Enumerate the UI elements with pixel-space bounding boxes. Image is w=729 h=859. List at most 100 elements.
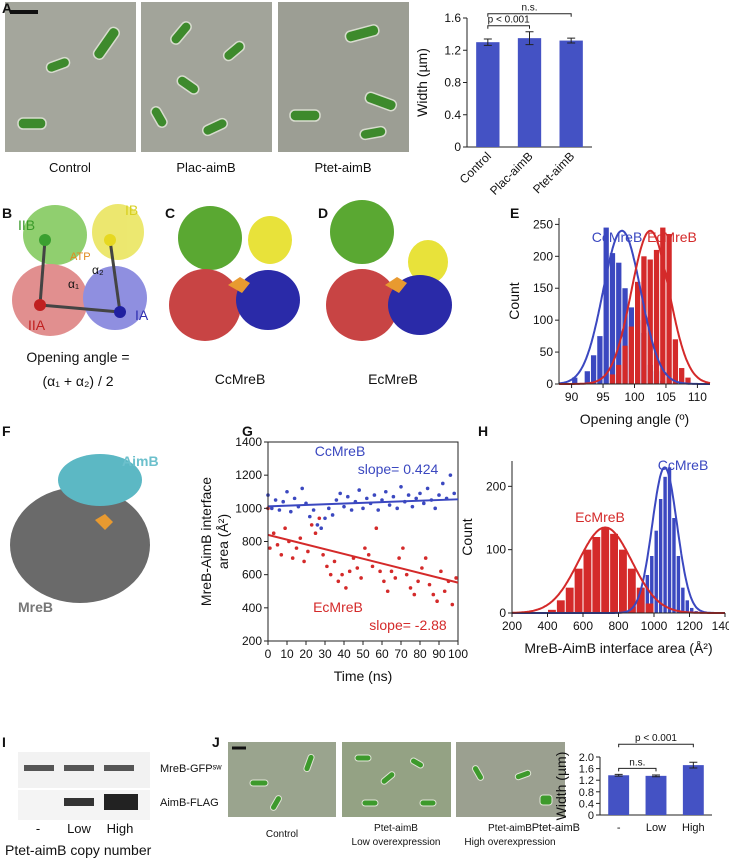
histogram-bar: [663, 476, 667, 613]
panel-label: I: [2, 734, 6, 750]
y-axis-label: area (Å²): [215, 514, 231, 569]
histogram-bar: [685, 377, 691, 384]
point: [442, 589, 447, 594]
histogram-bar: [650, 556, 654, 613]
point: [281, 499, 286, 504]
trend-line: [267, 498, 459, 508]
caption: Control: [266, 829, 298, 840]
point: [355, 566, 360, 570]
x-tick-label: 60: [375, 647, 389, 661]
histogram-bar: [645, 575, 650, 613]
fit-curve: [512, 526, 725, 614]
point: [308, 514, 312, 519]
x-tick-label: 80: [413, 647, 427, 661]
y-tick-label: 0: [588, 810, 594, 822]
point: [338, 491, 343, 496]
point: [448, 473, 453, 477]
formula: (α₁ + α₂) / 2: [42, 373, 113, 389]
histogram-bar: [609, 253, 616, 384]
histogram-bar: [690, 607, 694, 613]
histogram-bar: [654, 530, 658, 613]
series-label: CcMreB: [592, 229, 643, 245]
y-tick-label: 200: [242, 634, 262, 648]
x-tick-label: Plac-aimB: [487, 149, 536, 198]
histogram-bar: [658, 499, 663, 613]
x-axis-label: Opening angle (º): [580, 411, 689, 427]
point: [321, 552, 325, 557]
significance-label: n.s.: [521, 3, 537, 14]
y-tick-label: 1000: [235, 501, 262, 515]
point: [340, 572, 344, 577]
x-tick-label: 100: [448, 647, 468, 661]
y-axis-label: MreB-AimB interface: [198, 477, 214, 606]
point: [401, 546, 405, 550]
point: [385, 589, 390, 594]
histogram-bar: [590, 355, 597, 384]
point: [422, 501, 426, 506]
point: [349, 508, 354, 512]
x-tick-label: 105: [656, 390, 676, 404]
significance-bracket: [618, 767, 657, 772]
point: [433, 506, 438, 511]
structure-c: [169, 206, 300, 341]
point: [439, 569, 443, 574]
point: [425, 486, 430, 491]
y-tick-label: 200: [486, 479, 506, 493]
bar: [608, 775, 630, 815]
error-bar: [567, 37, 576, 44]
point: [414, 496, 419, 501]
histogram-bar: [597, 336, 603, 384]
micrographs-j: [228, 742, 565, 817]
histogram-bar: [622, 288, 628, 384]
point: [406, 493, 411, 497]
slope-label: slope= 0.424: [358, 461, 439, 477]
panel-label: A: [2, 0, 12, 16]
slope-label: slope= -2.88: [369, 617, 447, 633]
y-tick-label: 200: [533, 249, 553, 263]
point: [361, 506, 365, 511]
point: [389, 569, 394, 574]
structure-f: [10, 454, 150, 603]
histogram-bar: [667, 467, 672, 613]
x-tick-label: -: [617, 822, 621, 834]
histogram-bar: [645, 603, 654, 613]
point: [330, 513, 335, 517]
histogram-bar: [583, 549, 592, 613]
point: [283, 526, 287, 531]
error-bar: [652, 774, 660, 778]
y-tick-label: 1400: [235, 435, 262, 449]
point: [416, 579, 420, 584]
caption: CcMreB: [215, 371, 266, 387]
y-tick-label: 0: [454, 140, 461, 154]
x-tick-label: 1000: [641, 619, 668, 633]
point: [410, 504, 415, 509]
western-blot: [18, 752, 150, 820]
point: [366, 552, 371, 557]
point: [376, 508, 381, 512]
angle-vectors: [34, 234, 126, 318]
y-axis-label: Count: [506, 282, 522, 319]
histogram-bar: [628, 326, 634, 384]
caption: Control: [49, 160, 91, 175]
y-tick-label: 1.2: [444, 43, 461, 57]
point: [357, 488, 362, 492]
caption: High overexpression: [464, 837, 555, 848]
point: [387, 503, 392, 507]
domain-label: IIA: [28, 317, 46, 333]
point: [347, 569, 352, 574]
x-axis-label: Time (ns): [334, 668, 393, 684]
point: [397, 556, 401, 560]
protein-label: AimB: [122, 453, 159, 469]
point: [441, 481, 445, 486]
point: [327, 506, 331, 511]
caption: Low overexpression: [352, 837, 441, 848]
y-axis-label: Count: [459, 518, 475, 555]
significance-label: p < 0.001: [488, 15, 530, 26]
histogram-bar: [584, 371, 590, 384]
point: [300, 486, 305, 491]
point: [380, 498, 384, 502]
x-tick-label: 400: [537, 619, 557, 633]
point: [342, 504, 346, 509]
y-tick-label: 400: [242, 601, 262, 615]
x-tick-label: High: [682, 822, 705, 834]
